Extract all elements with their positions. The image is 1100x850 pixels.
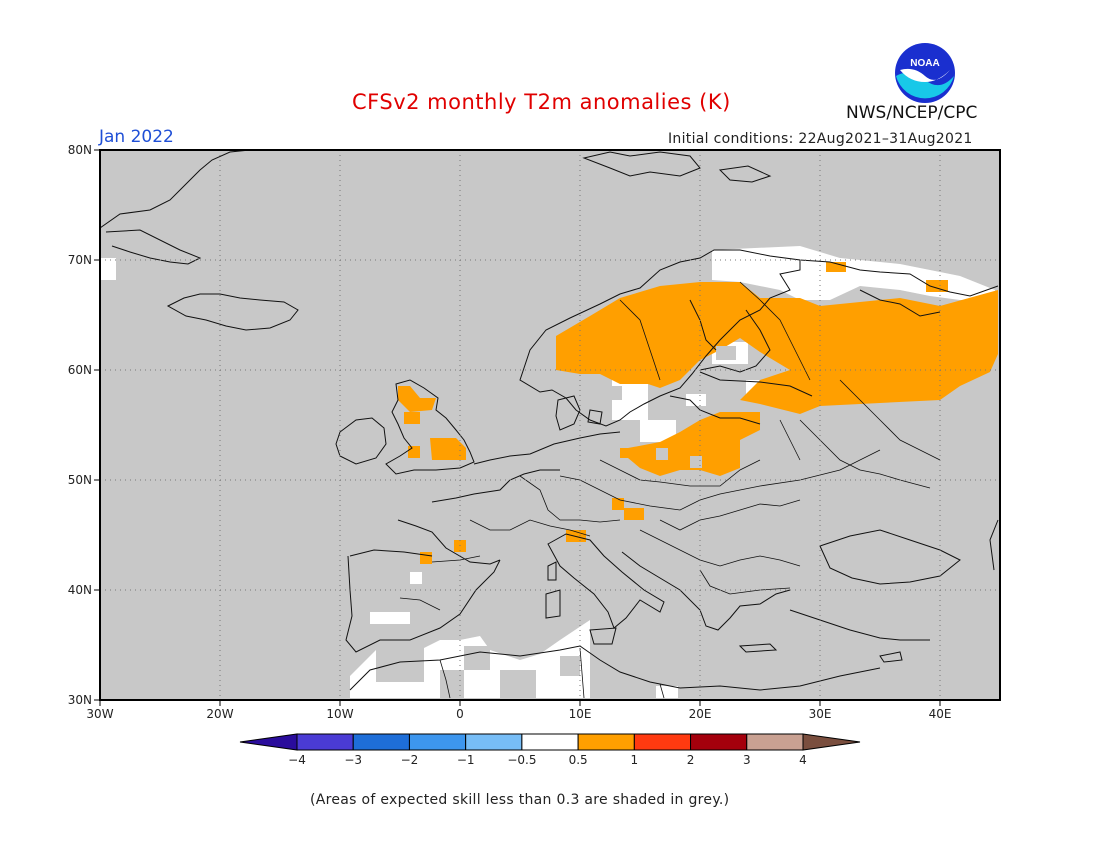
colorbar-swatch bbox=[521, 733, 579, 751]
colorbar-label: 2 bbox=[687, 753, 695, 767]
coastlines bbox=[100, 150, 999, 691]
colorbar-swatch bbox=[577, 733, 635, 751]
colorbar-label: 4 bbox=[799, 753, 807, 767]
y-tick-label: 40N bbox=[68, 583, 92, 597]
map-layers bbox=[100, 150, 999, 699]
y-tick-label: 60N bbox=[68, 363, 92, 377]
colorbar-swatch bbox=[746, 733, 804, 751]
country-borders bbox=[399, 281, 941, 699]
y-tick-label: 80N bbox=[68, 143, 92, 157]
low-skill-holes bbox=[608, 346, 736, 468]
x-tick-label: 30E bbox=[809, 707, 832, 721]
x-tick-label: 0 bbox=[456, 707, 464, 721]
colorbar-label: 0.5 bbox=[569, 753, 588, 767]
noaa-logo-wave bbox=[896, 72, 954, 99]
colorbar-swatch bbox=[690, 733, 748, 751]
colorbar-swatch bbox=[352, 733, 410, 751]
colorbar-label: −3 bbox=[344, 753, 362, 767]
colorbar-swatches bbox=[239, 733, 861, 751]
colorbar-swatch-left-extension bbox=[239, 733, 298, 751]
x-tick-label: 30W bbox=[86, 707, 113, 721]
graticule bbox=[100, 150, 1000, 700]
colorbar-labels: −4 −3 −2 −1 −0.5 0.5 1 2 3 4 bbox=[288, 753, 807, 767]
noaa-logo: NOAA bbox=[895, 43, 955, 103]
warm-anomaly-areas bbox=[398, 262, 998, 564]
colorbar-label: 1 bbox=[631, 753, 639, 767]
x-axis-labels: 30W 20W 10W 0 10E 20E 30E 40E bbox=[86, 707, 951, 721]
agency-label: NWS/NCEP/CPC bbox=[846, 103, 978, 123]
axis-ticks bbox=[94, 149, 941, 706]
map-background bbox=[100, 150, 1000, 700]
colorbar-label: −1 bbox=[457, 753, 475, 767]
skill-footnote: (Areas of expected skill less than 0.3 a… bbox=[310, 792, 730, 808]
x-tick-label: 10W bbox=[326, 707, 353, 721]
colorbar-label: −0.5 bbox=[507, 753, 536, 767]
forecast-month: Jan 2022 bbox=[99, 127, 174, 147]
low-skill-patches bbox=[376, 646, 580, 698]
colorbar-label: −2 bbox=[401, 753, 419, 767]
initial-conditions: Initial conditions: 22Aug2021–31Aug2021 bbox=[668, 131, 973, 147]
colorbar-swatch bbox=[296, 733, 354, 751]
map-title: CFSv2 monthly T2m anomalies (K) bbox=[352, 90, 731, 114]
x-tick-label: 40E bbox=[929, 707, 952, 721]
x-tick-label: 20E bbox=[689, 707, 712, 721]
colorbar-swatch-right-extension bbox=[802, 733, 861, 751]
colorbar-swatch bbox=[633, 733, 692, 751]
noaa-logo-bird bbox=[900, 68, 950, 82]
colorbar-label: −4 bbox=[288, 753, 306, 767]
x-tick-label: 10E bbox=[569, 707, 592, 721]
colorbar-swatch bbox=[465, 733, 523, 751]
y-tick-label: 70N bbox=[68, 253, 92, 267]
y-tick-label: 30N bbox=[68, 693, 92, 707]
colorbar-label: 3 bbox=[743, 753, 751, 767]
noaa-logo-text: NOAA bbox=[910, 58, 939, 69]
y-axis-labels: 80N 70N 60N 50N 40N 30N bbox=[68, 143, 92, 707]
x-tick-label: 20W bbox=[206, 707, 233, 721]
colorbar-swatch bbox=[408, 733, 467, 751]
y-tick-label: 50N bbox=[68, 473, 92, 487]
map-frame bbox=[99, 149, 1001, 701]
